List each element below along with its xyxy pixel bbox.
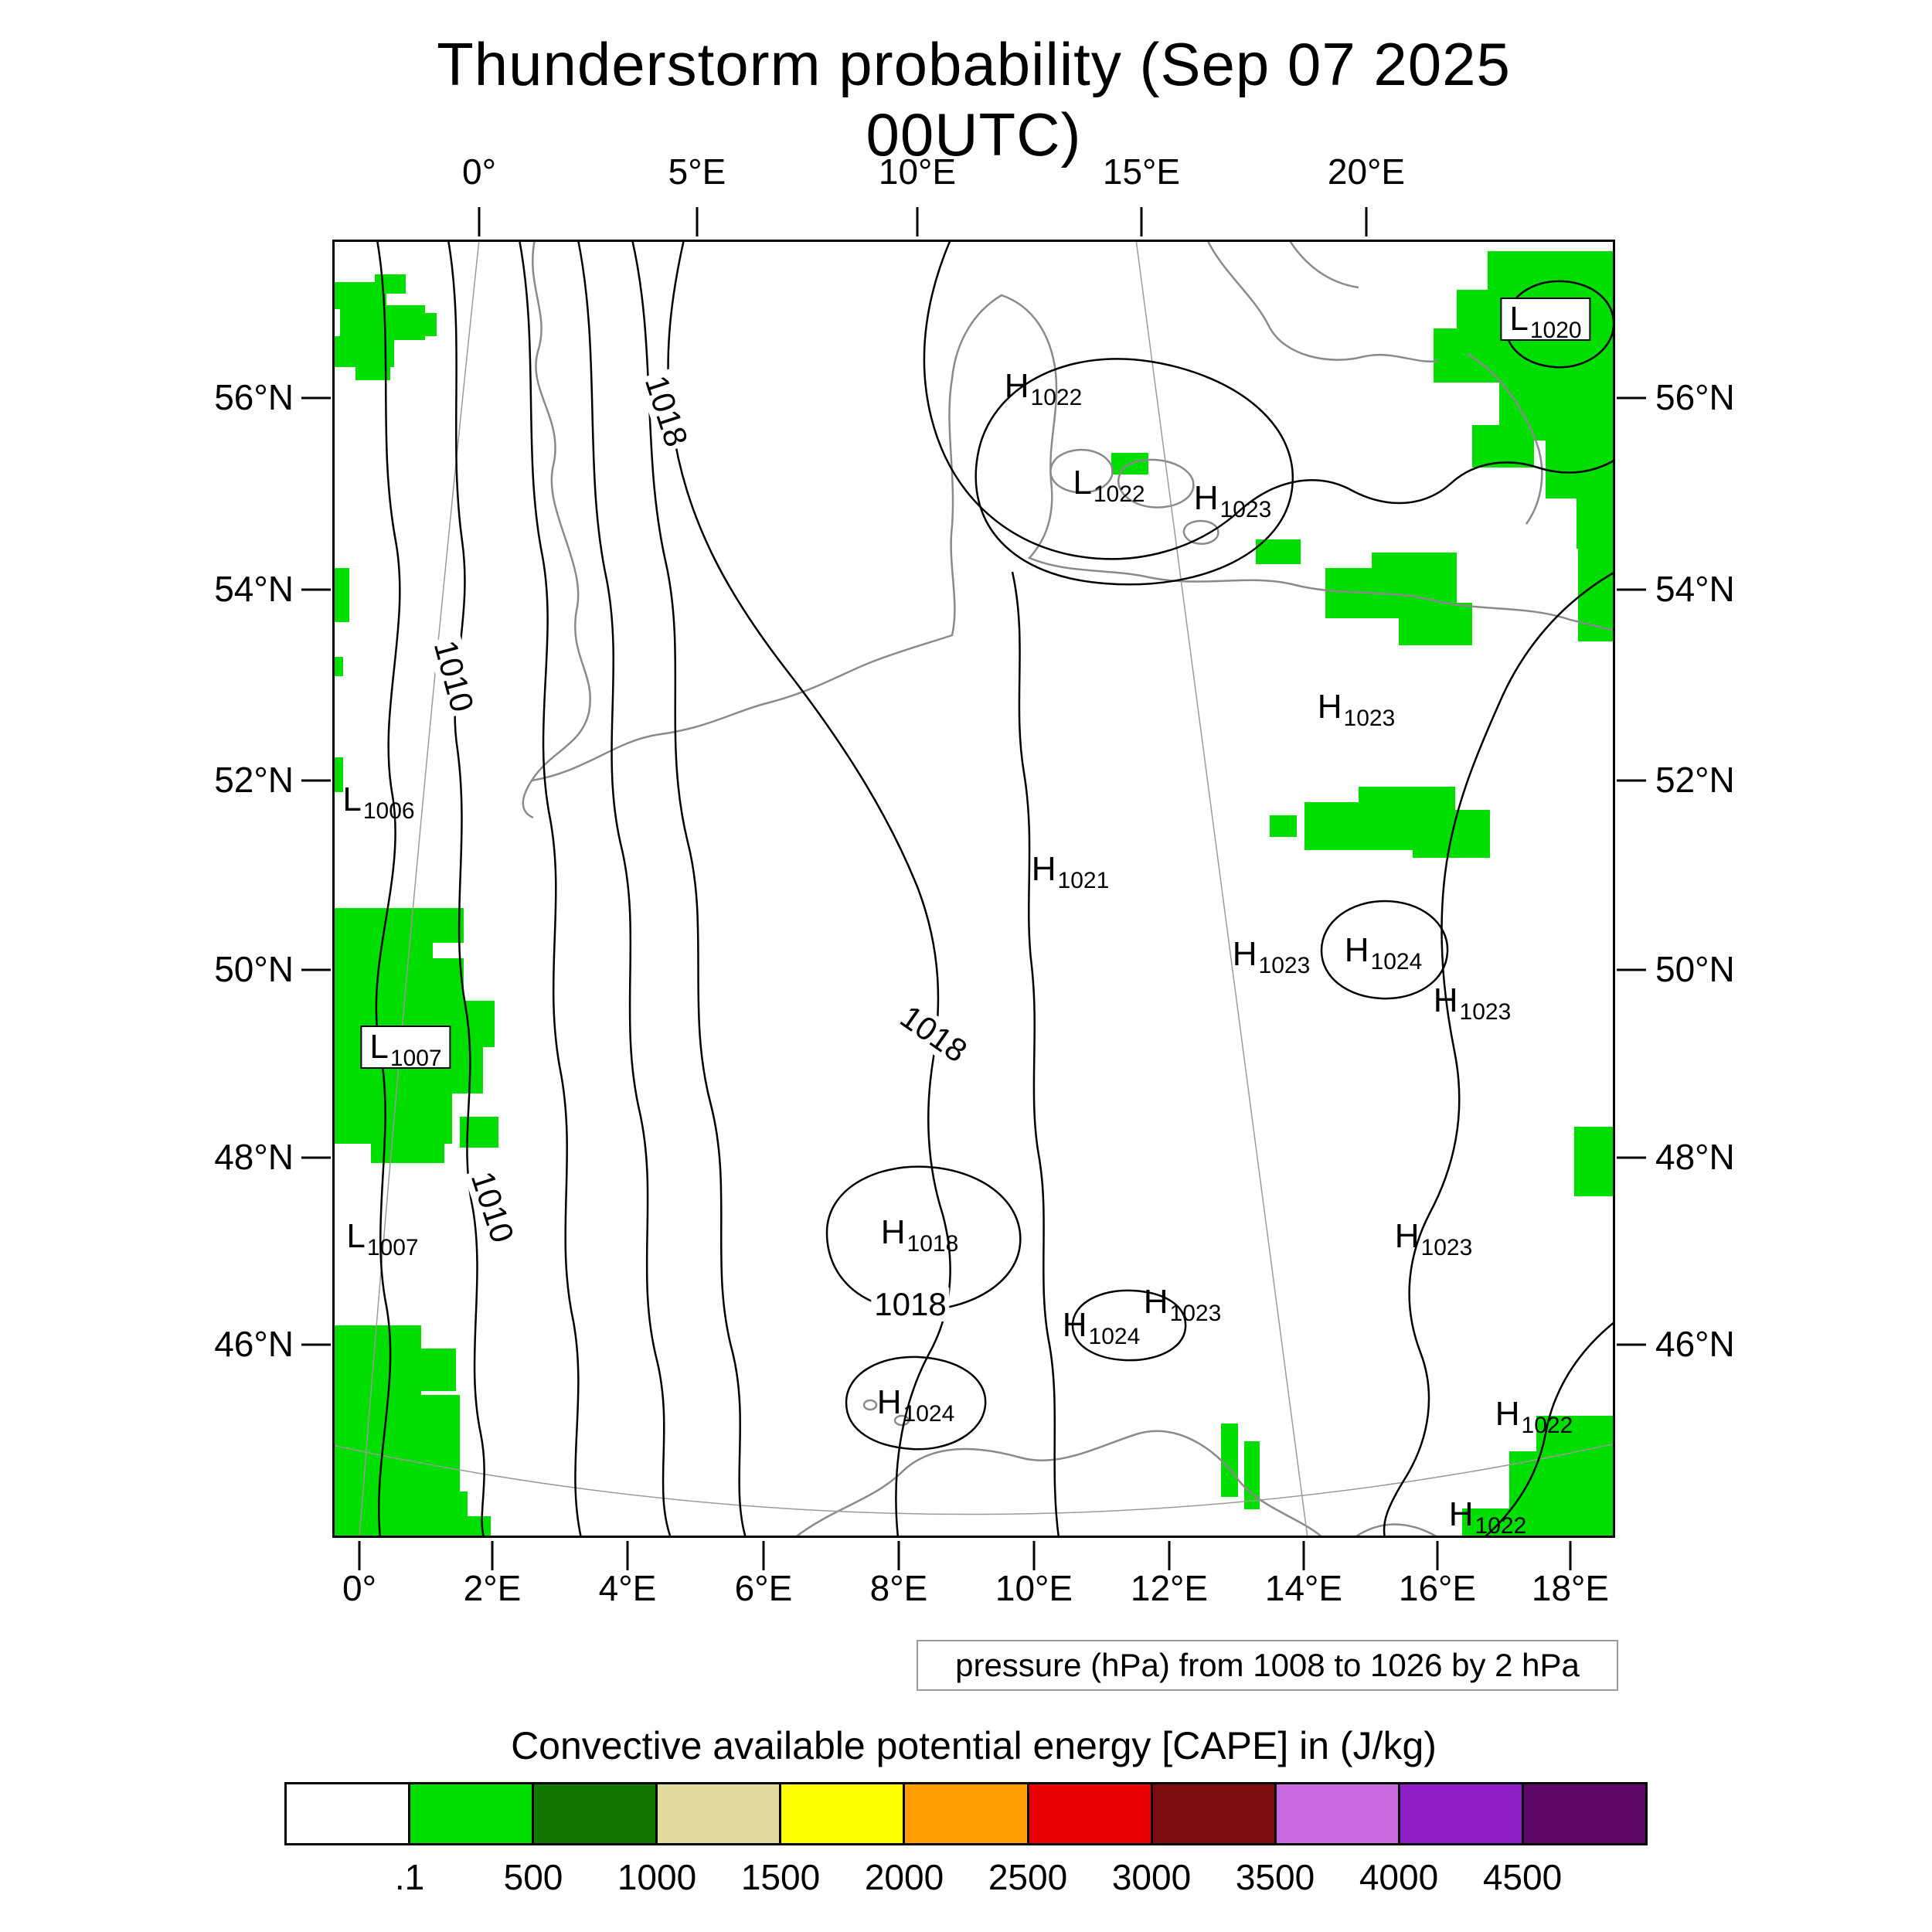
axis-label-left: 56°N bbox=[214, 377, 294, 417]
axis-label-bottom: 6°E bbox=[734, 1568, 793, 1608]
contour-line bbox=[1383, 570, 1615, 1538]
contour-line bbox=[1011, 571, 1060, 1538]
colorbar-cell bbox=[534, 1784, 658, 1843]
coastlines bbox=[522, 240, 1615, 1538]
pressure-center-high: H1023 bbox=[1193, 479, 1272, 522]
cape-shading-layer bbox=[332, 251, 1615, 1538]
contour-line bbox=[1071, 1289, 1187, 1362]
axis-label-bottom: 12°E bbox=[1130, 1568, 1209, 1608]
contour-line bbox=[447, 240, 485, 1538]
colorbar-cell bbox=[658, 1784, 782, 1843]
pressure-center-high: H1024 bbox=[1344, 931, 1423, 975]
axis-label-bottom: 4°E bbox=[598, 1568, 657, 1608]
weather-map-canvas bbox=[332, 240, 1615, 1538]
colorbar-title: Convective available potential energy [C… bbox=[511, 1724, 1437, 1767]
colorbar-cell bbox=[1523, 1784, 1646, 1843]
pressure-center-high: H1022 bbox=[1495, 1395, 1573, 1438]
contour-line bbox=[577, 240, 672, 1538]
pressure-center-high: H1023 bbox=[1394, 1217, 1473, 1260]
axis-label-top: 15°E bbox=[1102, 151, 1181, 192]
colorbar-cell bbox=[781, 1784, 906, 1843]
contour-line bbox=[923, 240, 1615, 560]
pressure-range-caption: pressure (hPa) from 1008 to 1026 by 2 hP… bbox=[917, 1640, 1618, 1691]
graticule-lines bbox=[332, 240, 1615, 1538]
axis-label-top: 0° bbox=[462, 151, 496, 192]
pressure-center-high: H1023 bbox=[1433, 981, 1512, 1025]
colorbar-tick-label: 4500 bbox=[1482, 1857, 1563, 1897]
pressure-center-high: H1022 bbox=[1004, 367, 1083, 410]
axis-label-left: 50°N bbox=[214, 949, 294, 989]
contour-line bbox=[667, 240, 951, 1538]
contour-line bbox=[518, 240, 583, 1538]
axis-label-top: 20°E bbox=[1327, 151, 1406, 192]
axis-label-bottom: 0° bbox=[342, 1568, 376, 1608]
pressure-center-high: H1023 bbox=[1317, 688, 1396, 731]
colorbar-tick-label: 2000 bbox=[864, 1857, 944, 1897]
axis-label-right: 56°N bbox=[1655, 377, 1735, 417]
axis-label-bottom: 14°E bbox=[1264, 1568, 1343, 1608]
pressure-center-low: L1006 bbox=[342, 781, 415, 824]
axis-label-right: 50°N bbox=[1655, 949, 1735, 989]
axis-label-bottom: 10°E bbox=[995, 1568, 1073, 1608]
colorbar-tick-label: .1 bbox=[394, 1857, 425, 1897]
colorbar-cell bbox=[905, 1784, 1029, 1843]
pressure-center-high: H1023 bbox=[1232, 935, 1311, 978]
pressure-center-low: L1007 bbox=[360, 1026, 451, 1070]
contour-line bbox=[1483, 1321, 1615, 1538]
axis-label-bottom: 18°E bbox=[1531, 1568, 1610, 1608]
pressure-center-low: L1020 bbox=[1500, 298, 1591, 342]
axis-label-right: 54°N bbox=[1655, 569, 1735, 609]
pressure-center-low: L1022 bbox=[1073, 464, 1145, 507]
contour-line bbox=[975, 358, 1294, 586]
colorbar-cell bbox=[1400, 1784, 1524, 1843]
pressure-center-high: H1022 bbox=[1448, 1495, 1527, 1539]
contour-line bbox=[825, 1165, 1022, 1311]
pressure-center-high: H1021 bbox=[1031, 850, 1110, 893]
colorbar-tick-label: 3500 bbox=[1235, 1857, 1315, 1897]
axis-label-right: 52°N bbox=[1655, 760, 1735, 800]
colorbar-cell bbox=[410, 1784, 535, 1843]
colorbar-cell bbox=[1152, 1784, 1277, 1843]
axis-label-left: 52°N bbox=[214, 760, 294, 800]
colorbar-tick-label: 500 bbox=[503, 1857, 563, 1897]
contour-label: 1018 bbox=[871, 1287, 950, 1322]
colorbar-tick-label: 3000 bbox=[1111, 1857, 1192, 1897]
pressure-center-high: H1023 bbox=[1143, 1283, 1222, 1326]
axis-label-bottom: 8°E bbox=[869, 1568, 928, 1608]
colorbar-tick-label: 4000 bbox=[1359, 1857, 1439, 1897]
map-frame bbox=[332, 240, 1615, 1538]
colorbar-cell bbox=[1276, 1784, 1400, 1843]
pressure-center-high: H1024 bbox=[1062, 1306, 1141, 1349]
map-area: 1018 1010 1010 1018 1018 L1020 H1022 L10… bbox=[332, 240, 1615, 1538]
colorbar-tick-label: 2500 bbox=[988, 1857, 1068, 1897]
axis-label-right: 48°N bbox=[1655, 1137, 1735, 1177]
colorbar-tick-label: 1000 bbox=[617, 1857, 697, 1897]
colorbar-tick-label: 1500 bbox=[740, 1857, 821, 1897]
axis-label-left: 48°N bbox=[214, 1137, 294, 1177]
axis-label-bottom: 2°E bbox=[463, 1568, 522, 1608]
page-title: Thunderstorm probability (Sep 07 2025 00… bbox=[437, 30, 1511, 168]
pressure-center-high: H1024 bbox=[876, 1383, 955, 1427]
axis-label-left: 46°N bbox=[214, 1324, 294, 1364]
colorbar-cell bbox=[287, 1784, 411, 1843]
cape-colorbar bbox=[284, 1782, 1648, 1845]
pressure-center-high: H1018 bbox=[880, 1213, 959, 1257]
axis-label-right: 46°N bbox=[1655, 1324, 1735, 1364]
pressure-contours bbox=[375, 240, 1615, 1538]
axis-label-top: 5°E bbox=[668, 151, 726, 192]
contour-line bbox=[1320, 900, 1449, 1000]
pressure-center-low: L1007 bbox=[346, 1217, 419, 1260]
axis-label-bottom: 16°E bbox=[1398, 1568, 1477, 1608]
contour-line bbox=[631, 240, 747, 1538]
axis-label-top: 10°E bbox=[878, 151, 957, 192]
colorbar-cell bbox=[1029, 1784, 1153, 1843]
contour-line bbox=[845, 1355, 987, 1451]
axis-label-left: 54°N bbox=[214, 569, 294, 609]
contour-line bbox=[375, 240, 401, 1538]
